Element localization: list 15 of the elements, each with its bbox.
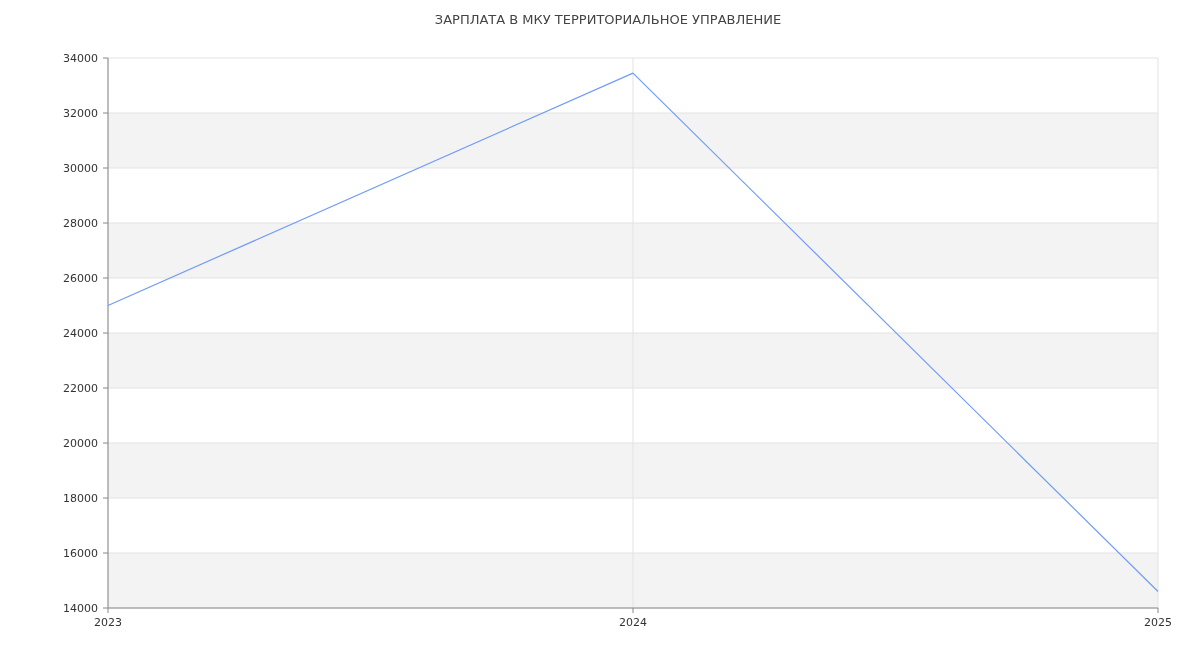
y-tick-label: 34000 bbox=[63, 51, 98, 65]
y-tick-label: 26000 bbox=[63, 271, 98, 285]
x-tick-label: 2025 bbox=[1144, 616, 1172, 629]
y-tick-label: 32000 bbox=[63, 106, 98, 120]
y-tick-label: 28000 bbox=[63, 216, 98, 230]
y-tick-label: 16000 bbox=[63, 546, 98, 560]
y-tick-label: 24000 bbox=[63, 326, 98, 340]
y-tick-label: 14000 bbox=[63, 601, 98, 615]
y-tick-label: 20000 bbox=[63, 436, 98, 450]
y-tick-label: 18000 bbox=[63, 491, 98, 505]
chart-title: ЗАРПЛАТА В МКУ ТЕРРИТОРИАЛЬНОЕ УПРАВЛЕНИЕ bbox=[434, 12, 782, 27]
x-tick-label: 2024 bbox=[619, 616, 647, 629]
y-tick-label: 30000 bbox=[63, 161, 98, 175]
x-tick-label: 2023 bbox=[94, 616, 122, 629]
y-tick-label: 22000 bbox=[63, 381, 98, 395]
